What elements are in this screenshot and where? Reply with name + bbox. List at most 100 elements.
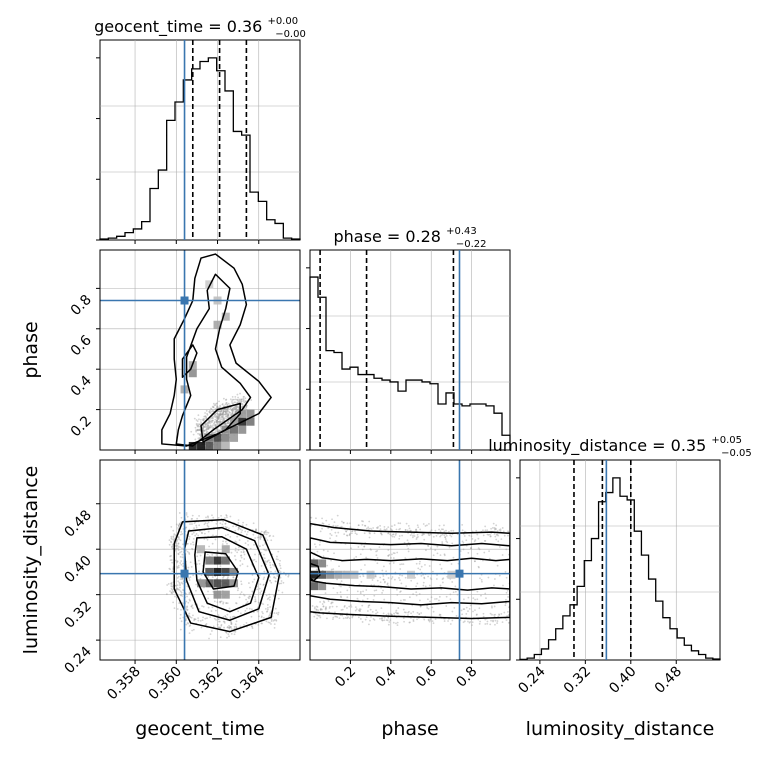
- scatter-point: [242, 397, 245, 400]
- scatter-point: [220, 409, 223, 412]
- density-cell: [318, 582, 327, 591]
- scatter-point: [216, 405, 218, 408]
- scatter-point: [262, 603, 265, 606]
- scatter-point: [333, 521, 336, 524]
- scatter-point: [507, 534, 509, 537]
- scatter-point: [465, 612, 468, 615]
- scatter-point: [190, 565, 193, 568]
- scatter-point: [207, 426, 210, 428]
- scatter-point: [270, 620, 273, 622]
- scatter-point: [259, 583, 262, 586]
- scatter-point: [230, 632, 233, 635]
- density-cell: [342, 570, 351, 579]
- scatter-point: [339, 595, 342, 598]
- scatter-point: [379, 581, 382, 584]
- scatter-point: [350, 547, 352, 550]
- scatter-point: [428, 565, 431, 567]
- y-tick-label: 0.8: [68, 292, 95, 319]
- scatter-point: [373, 619, 376, 621]
- scatter-point: [208, 410, 211, 413]
- truth-marker: [180, 569, 189, 578]
- scatter-point: [501, 527, 504, 529]
- scatter-point: [174, 547, 177, 550]
- scatter-point: [225, 402, 228, 404]
- scatter-point: [234, 408, 237, 411]
- scatter-point: [260, 530, 263, 533]
- scatter-point: [197, 424, 200, 427]
- scatter-point: [495, 524, 498, 527]
- scatter-point: [404, 529, 407, 531]
- scatter-point: [202, 419, 205, 422]
- scatter-point: [279, 576, 282, 579]
- density-cell: [221, 545, 230, 554]
- scatter-point: [278, 562, 281, 565]
- scatter-point: [355, 533, 358, 536]
- scatter-point: [498, 574, 501, 577]
- scatter-point: [219, 420, 222, 423]
- scatter-point: [475, 529, 478, 532]
- scatter-point: [192, 531, 195, 534]
- scatter-point: [467, 610, 469, 613]
- scatter-point: [207, 427, 209, 430]
- scatter-point: [225, 412, 228, 415]
- scatter-point: [179, 617, 182, 620]
- scatter-point: [236, 551, 239, 554]
- scatter-point: [226, 421, 229, 423]
- scatter-point: [205, 423, 207, 426]
- scatter-point: [215, 522, 218, 525]
- scatter-point: [234, 623, 237, 626]
- scatter-point: [504, 571, 507, 573]
- scatter-point: [314, 606, 316, 609]
- scatter-point: [234, 411, 237, 414]
- scatter-point: [511, 620, 513, 622]
- scatter-point: [231, 407, 234, 410]
- scatter-point: [218, 413, 221, 416]
- scatter-point: [255, 528, 257, 531]
- scatter-point: [216, 550, 219, 553]
- title-luminosity-distance-main: luminosity_distance = 0.35: [488, 436, 706, 456]
- scatter-point: [196, 424, 198, 427]
- scatter-point: [170, 537, 173, 540]
- scatter-point: [368, 604, 371, 607]
- scatter-point: [275, 558, 278, 561]
- density-cell: [221, 441, 230, 450]
- scatter-point: [212, 422, 215, 425]
- scatter-point: [330, 528, 333, 531]
- scatter-point: [282, 581, 285, 584]
- scatter-point: [185, 623, 188, 626]
- scatter-point: [505, 591, 508, 594]
- density-cell: [221, 567, 230, 576]
- scatter-point: [335, 525, 338, 528]
- scatter-point: [170, 585, 173, 587]
- scatter-point: [205, 428, 208, 430]
- scatter-point: [426, 604, 428, 607]
- scatter-point: [190, 616, 193, 619]
- scatter-point: [422, 581, 425, 584]
- scatter-point: [224, 410, 227, 413]
- scatter-point: [230, 622, 233, 625]
- scatter-point: [206, 426, 209, 428]
- scatter-point: [236, 589, 239, 592]
- scatter-point: [372, 618, 375, 620]
- scatter-point: [242, 400, 245, 403]
- scatter-point: [176, 565, 179, 568]
- scatter-point: [220, 426, 222, 428]
- scatter-point: [470, 535, 473, 538]
- scatter-point: [216, 416, 219, 419]
- scatter-point: [198, 429, 201, 432]
- title-geocent-time-main: geocent_time = 0.36: [94, 17, 262, 37]
- scatter-point: [443, 534, 446, 537]
- scatter-point: [185, 512, 188, 514]
- scatter-point: [235, 626, 238, 629]
- scatter-point: [379, 528, 382, 531]
- scatter-point: [216, 419, 219, 422]
- scatter-point: [219, 421, 221, 424]
- scatter-point: [170, 583, 173, 586]
- scatter-point: [212, 406, 215, 409]
- scatter-point: [194, 534, 197, 537]
- scatter-point: [241, 405, 244, 408]
- scatter-point: [221, 413, 224, 416]
- scatter-point: [235, 602, 237, 604]
- scatter-point: [181, 582, 184, 585]
